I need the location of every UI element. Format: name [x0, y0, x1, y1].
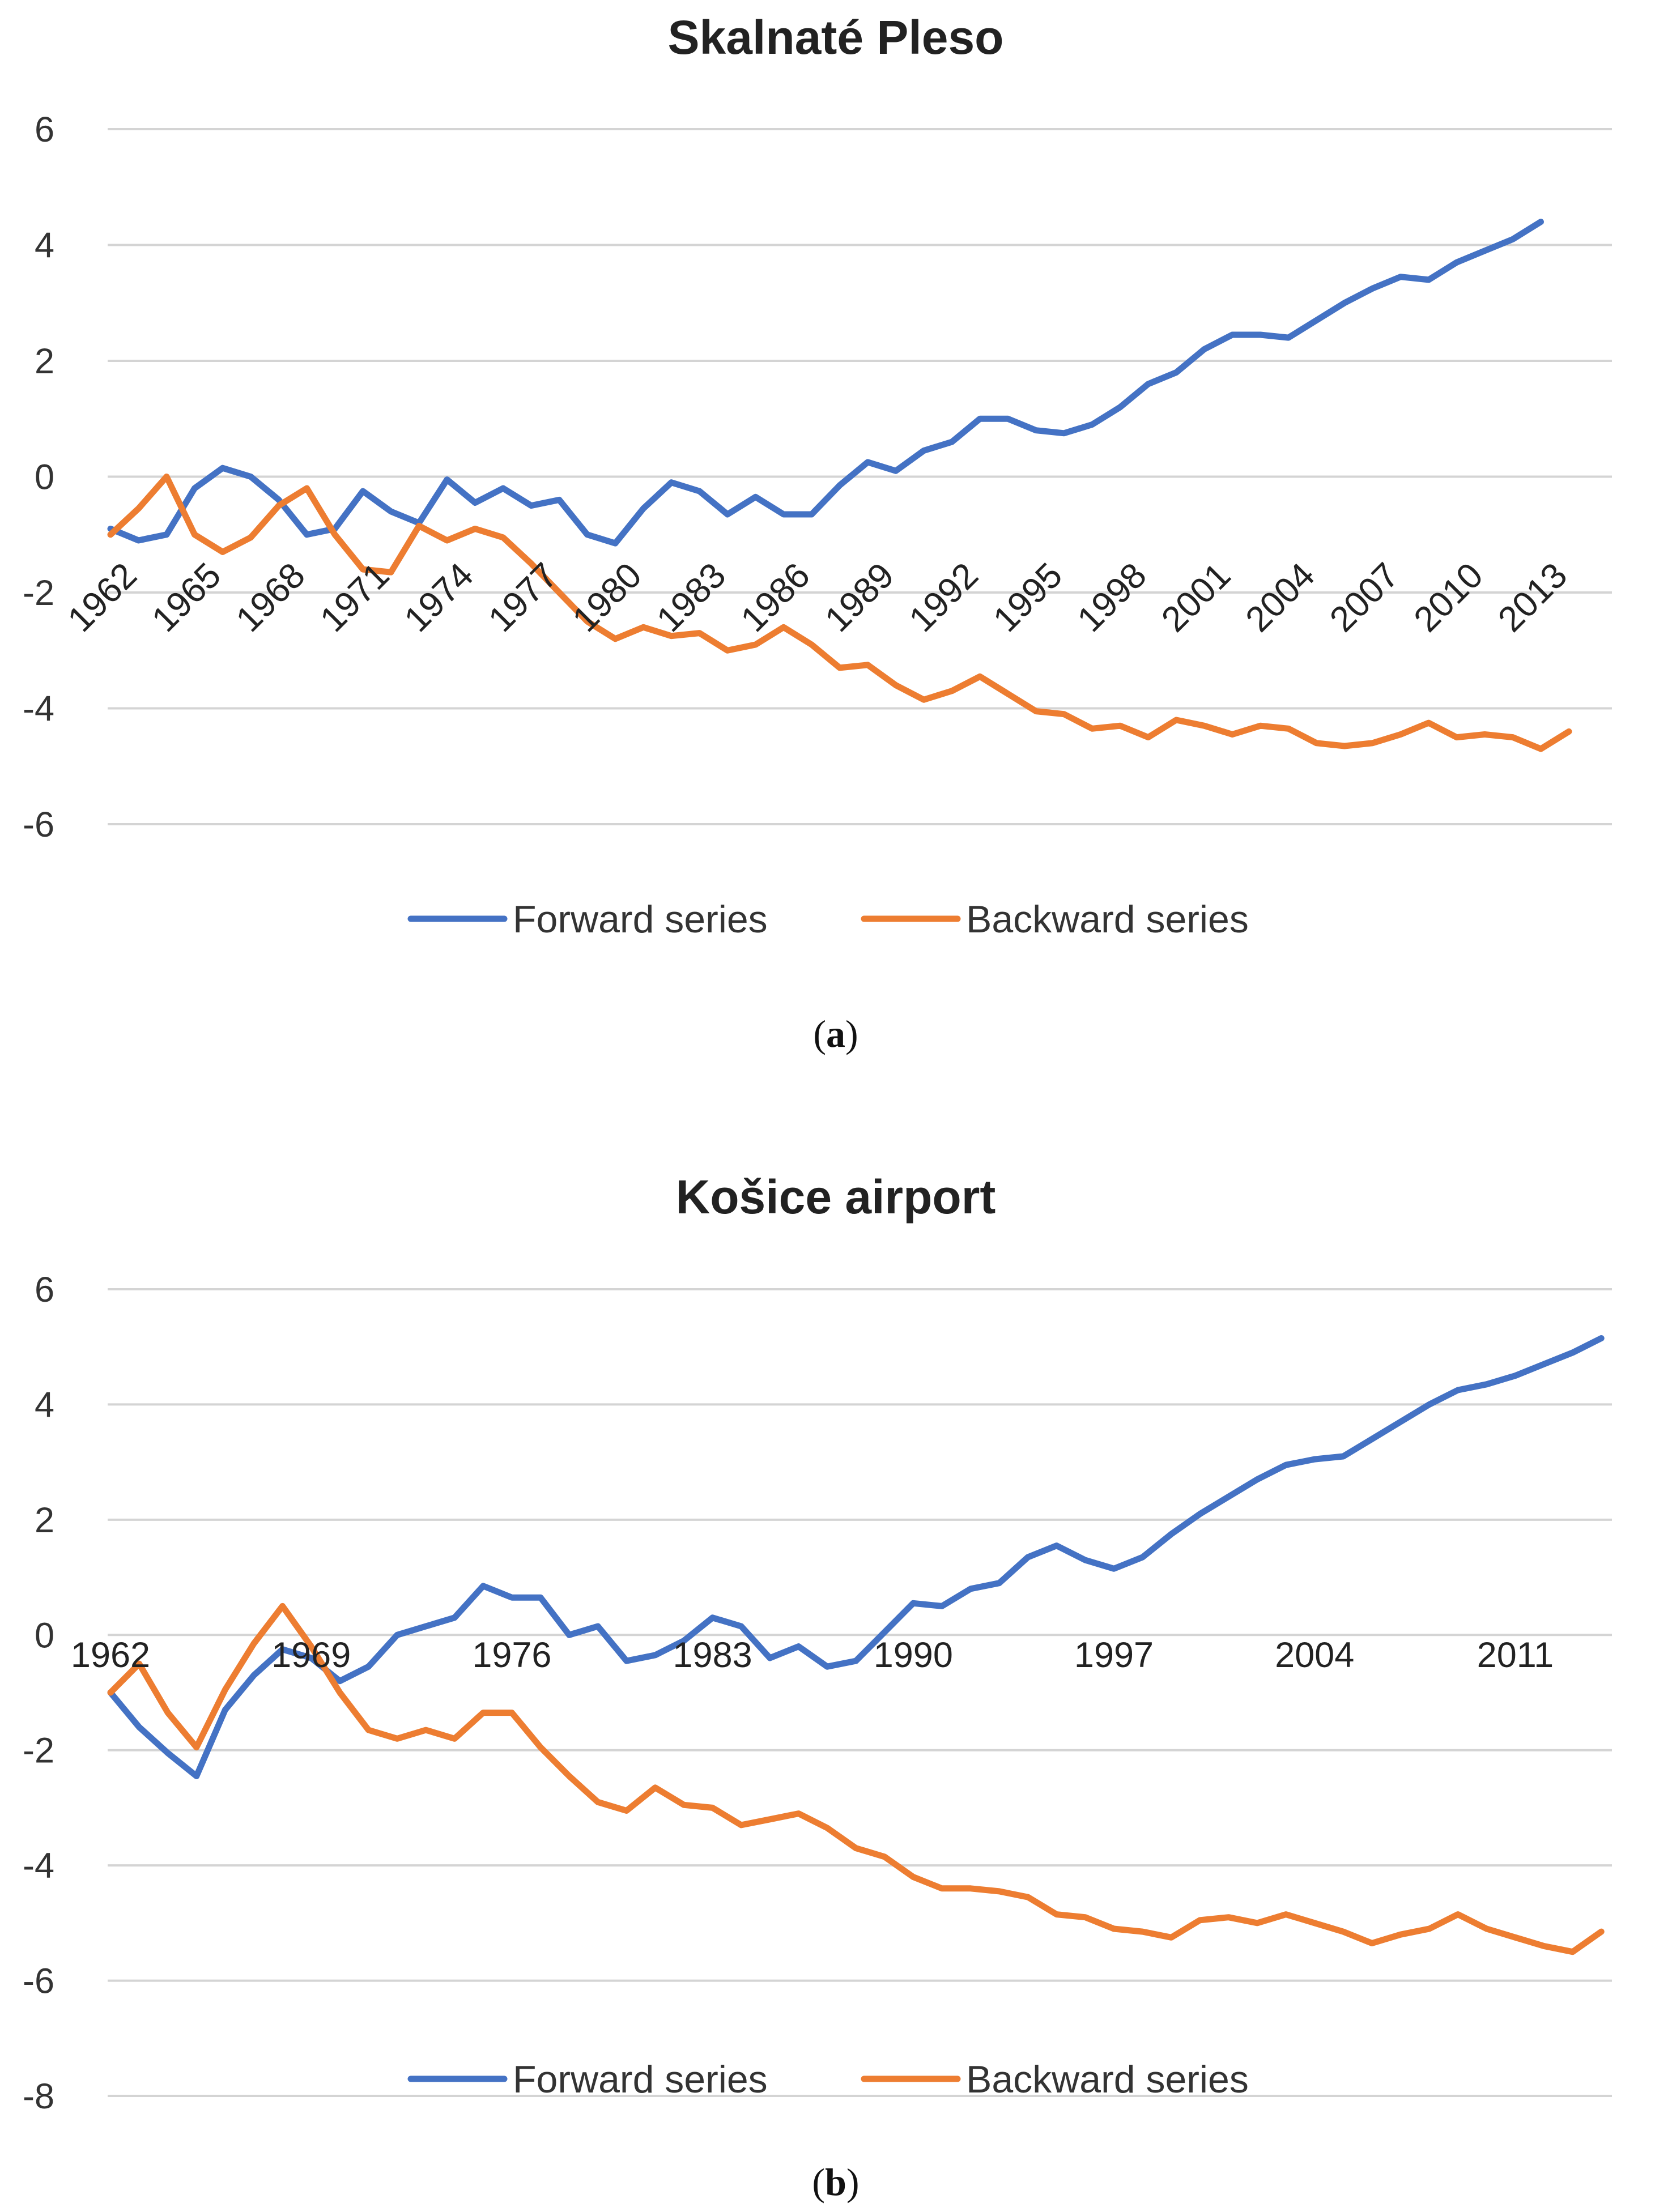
chart-a-series	[107, 219, 1572, 752]
x-tick-label: 1983	[673, 1635, 752, 1675]
chart-a-y-axis: 6 4 2 0 -2 -4 -6	[23, 110, 54, 845]
x-tick-label: 1968	[228, 555, 313, 640]
chart-b-grid	[108, 1288, 1612, 2097]
y-tick-label: -6	[23, 1962, 54, 2001]
x-tick-label: 2013	[1491, 555, 1575, 640]
y-tick-label: 6	[35, 110, 54, 150]
y-tick-label: 6	[35, 1270, 54, 1310]
y-tick-label: -2	[23, 573, 54, 613]
y-tick-label: -4	[23, 689, 54, 729]
forward-series-line	[107, 1335, 1605, 1779]
chart-b-x-axis: 1962 1969 1976 1983 1990 1997 2004 2011	[71, 1635, 1554, 1675]
x-tick-label: 1962	[60, 555, 144, 640]
x-tick-label: 1998	[1070, 555, 1154, 640]
y-tick-label: 2	[35, 1501, 54, 1540]
x-tick-label: 1969	[271, 1635, 351, 1675]
chart-kosice-airport: Košice airport 6 4 2 0 -2 -4 -6 -8 1962 1969 1976…	[23, 1170, 1612, 2204]
x-tick-label: 1962	[71, 1635, 150, 1675]
x-tick-label: 1977	[481, 555, 565, 640]
chart-b-series	[107, 1335, 1605, 1955]
chart-b-caption: (b)	[812, 2160, 859, 2204]
backward-series-line	[107, 1602, 1605, 1955]
y-tick-label: -2	[23, 1731, 54, 1771]
chart-a-legend: Forward series Backward series	[407, 898, 1249, 941]
y-tick-label: -4	[23, 1846, 54, 1886]
x-tick-label: 2007	[1322, 555, 1407, 640]
y-tick-label: 4	[35, 226, 54, 266]
legend-forward-label: Forward series	[513, 2058, 768, 2101]
chart-a-title: Skalnaté Pleso	[668, 11, 1004, 64]
legend-backward-label: Backward series	[966, 898, 1249, 941]
x-tick-label: 1997	[1074, 1635, 1154, 1675]
x-tick-label: 2010	[1406, 555, 1491, 640]
x-tick-label: 1989	[818, 555, 902, 640]
y-tick-label: -8	[23, 2077, 54, 2116]
chart-b-legend: Forward series Backward series	[407, 2058, 1249, 2101]
y-tick-label: 0	[35, 1616, 54, 1655]
x-tick-label: 1983	[649, 555, 734, 640]
legend-backward-label: Backward series	[966, 2058, 1249, 2101]
y-tick-label: 4	[35, 1385, 54, 1425]
chart-a-caption-letter: a	[826, 1012, 845, 1055]
x-tick-label: 1965	[144, 555, 229, 640]
chart-a-x-axis: 1962 1965 1968 1971 1974 1977 1980 1983 1986 1989…	[60, 555, 1575, 640]
legend-forward-label: Forward series	[513, 898, 768, 941]
y-tick-label: -6	[23, 805, 54, 845]
x-tick-label: 2011	[1477, 1635, 1554, 1675]
x-tick-label: 2001	[1154, 555, 1239, 640]
chart-b-caption-letter: b	[825, 2160, 846, 2204]
y-tick-label: 2	[35, 342, 54, 381]
chart-b-y-axis: 6 4 2 0 -2 -4 -6 -8	[23, 1270, 54, 2116]
x-tick-label: 1976	[472, 1635, 551, 1675]
x-tick-label: 1992	[901, 555, 986, 640]
forward-series-line	[107, 219, 1544, 547]
x-tick-label: 1990	[874, 1635, 953, 1675]
x-tick-label: 1995	[986, 555, 1070, 640]
x-tick-label: 1986	[733, 555, 818, 640]
x-tick-label: 1974	[397, 555, 481, 640]
x-tick-label: 2004	[1275, 1635, 1354, 1675]
chart-a-grid	[108, 128, 1612, 825]
x-tick-label: 1971	[313, 555, 397, 640]
backward-series-line	[107, 474, 1572, 752]
chart-b-title: Košice airport	[676, 1170, 996, 1224]
chart-a-caption: (a)	[813, 1012, 858, 1055]
x-tick-label: 2004	[1238, 555, 1322, 640]
y-tick-label: 0	[35, 458, 54, 497]
